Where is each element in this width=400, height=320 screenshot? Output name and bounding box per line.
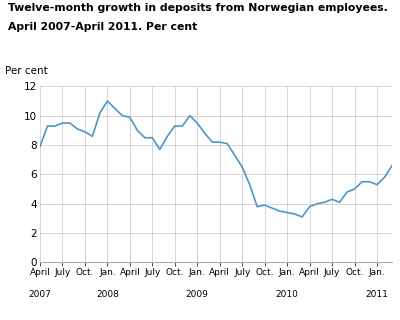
Text: 2009: 2009 bbox=[186, 290, 209, 299]
Text: 2011: 2011 bbox=[366, 290, 388, 299]
Text: 2007: 2007 bbox=[28, 290, 52, 299]
Text: 2008: 2008 bbox=[96, 290, 119, 299]
Text: April 2007-April 2011. Per cent: April 2007-April 2011. Per cent bbox=[8, 22, 197, 32]
Text: 2010: 2010 bbox=[276, 290, 298, 299]
Text: Twelve-month growth in deposits from Norwegian employees.: Twelve-month growth in deposits from Nor… bbox=[8, 3, 388, 13]
Text: Per cent: Per cent bbox=[5, 66, 48, 76]
